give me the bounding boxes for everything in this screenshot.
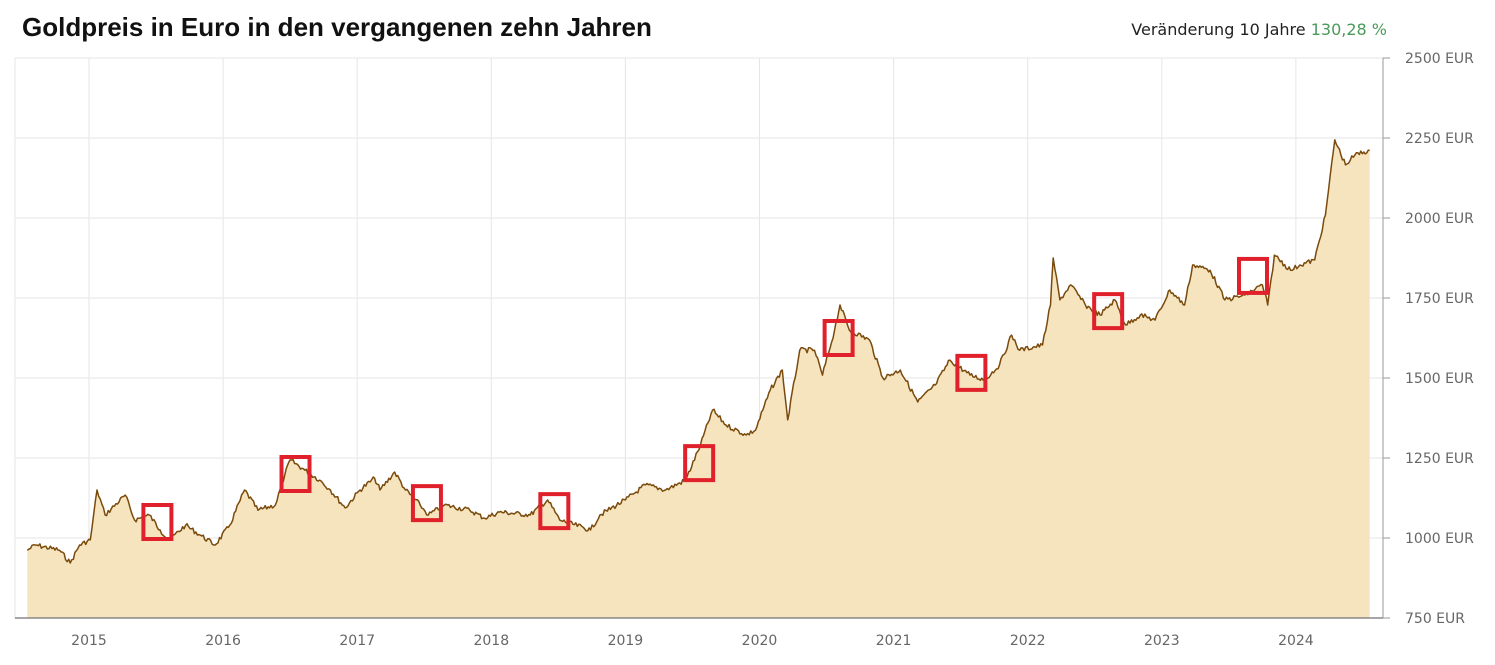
x-tick-label: 2016 — [205, 633, 241, 649]
y-tick-label: 750 EUR — [1405, 611, 1465, 627]
x-tick-label: 2017 — [339, 633, 375, 649]
x-tick-label: 2024 — [1278, 633, 1314, 649]
annotation-box — [955, 353, 988, 392]
y-tick-label: 2000 EUR — [1405, 211, 1474, 227]
annotation-box — [1092, 292, 1125, 331]
x-axis: 2015 2016 2017 2018 2019 2020 2021 2022 2023 2024 — [71, 633, 1314, 649]
x-tick-label: 2022 — [1010, 633, 1046, 649]
annotations — [141, 256, 1269, 541]
annotation-box — [141, 503, 174, 541]
change-summary: Veränderung 10 Jahre 130,28 % — [1131, 20, 1387, 39]
annotation-box — [410, 484, 443, 523]
annotation-box — [279, 455, 312, 493]
y-tick-label: 2250 EUR — [1405, 131, 1474, 147]
change-value: 130,28 % — [1310, 20, 1387, 39]
x-tick-label: 2019 — [608, 633, 644, 649]
y-tick-label: 2500 EUR — [1405, 51, 1474, 67]
x-tick-label: 2018 — [473, 633, 509, 649]
change-label: Veränderung 10 Jahre — [1131, 20, 1306, 39]
x-tick-label: 2023 — [1144, 633, 1180, 649]
annotation-box — [822, 319, 855, 357]
price-line — [26, 139, 1370, 564]
annotation-box — [683, 444, 716, 483]
annotation-box — [538, 492, 571, 531]
y-axis: 750 EUR 1000 EUR 1250 EUR 1500 EUR 1750 EUR 2… — [1383, 51, 1474, 627]
y-tick-label: 1750 EUR — [1405, 291, 1474, 307]
x-tick-label: 2020 — [742, 633, 778, 649]
y-tick-label: 1250 EUR — [1405, 451, 1474, 467]
y-tick-label: 1500 EUR — [1405, 371, 1474, 387]
x-tick-label: 2015 — [71, 633, 107, 649]
x-tick-label: 2021 — [876, 633, 912, 649]
annotation-box — [1236, 256, 1269, 295]
price-area — [27, 139, 1370, 618]
y-tick-label: 1000 EUR — [1405, 531, 1474, 547]
chart-title: Goldpreis in Euro in den vergangenen zeh… — [22, 12, 652, 42]
